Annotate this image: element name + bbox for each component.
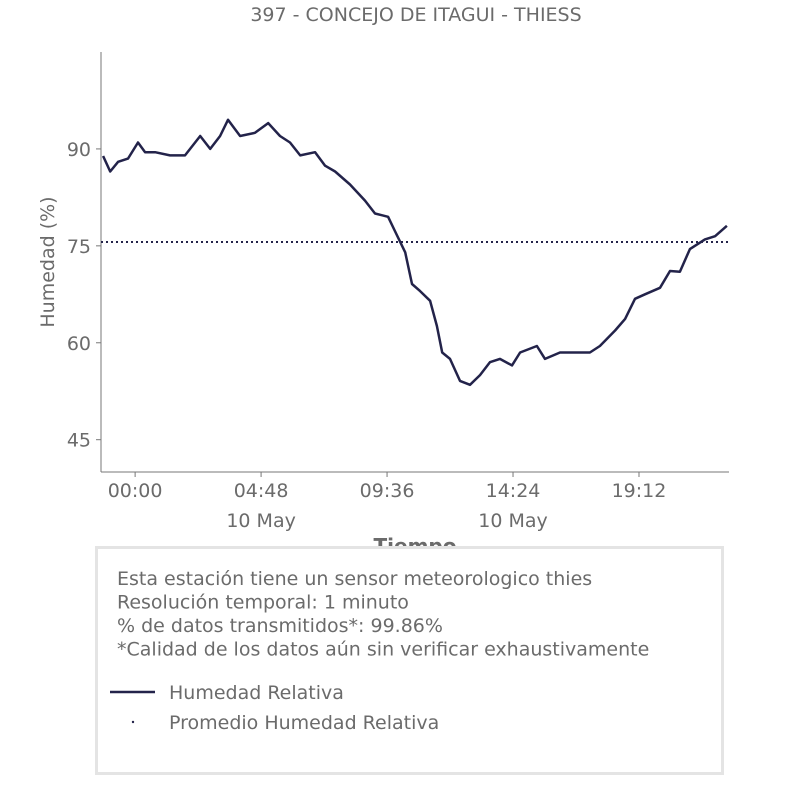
- info-text: Resolución temporal: 1 minuto: [117, 592, 409, 614]
- legend-label: Humedad Relativa: [169, 682, 344, 704]
- info-text: Esta estación tiene un sensor meteorolog…: [117, 568, 592, 590]
- y-tick-label: 60: [67, 333, 91, 355]
- x-tick-label: 04:48 10 May: [226, 480, 296, 532]
- x-tick-label: 09:36: [360, 480, 415, 502]
- info-box: [95, 546, 724, 775]
- x-tick-label: 00:00: [108, 480, 163, 502]
- legend-swatch: [131, 720, 135, 724]
- y-tick-label: 75: [67, 236, 91, 258]
- info-text: % de datos transmitidos*: 99.86%: [117, 615, 443, 637]
- chart-title: 397 - CONCEJO DE ITAGUI - THIESS: [250, 4, 581, 26]
- x-tick-label: 19:12: [612, 480, 667, 502]
- line-series: [101, 118, 728, 387]
- info-text: *Calidad de los datos aún sin verificar …: [117, 639, 649, 661]
- legend-label: Promedio Humedad Relativa: [169, 712, 439, 734]
- y-tick-label: 90: [67, 139, 91, 161]
- y-axis-label: Humedad (%): [37, 196, 59, 327]
- y-tick-label: 45: [67, 430, 91, 452]
- x-tick-label: 14:24 10 May: [478, 480, 548, 532]
